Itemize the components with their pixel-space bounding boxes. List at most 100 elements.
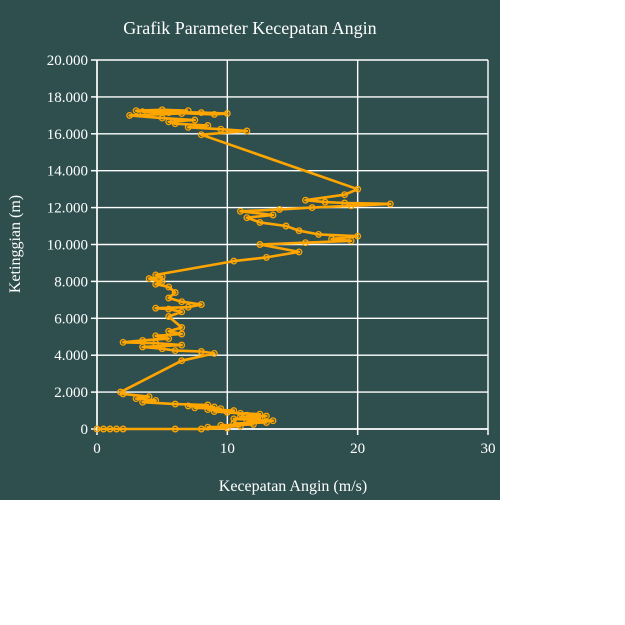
- data-point: [100, 425, 107, 433]
- data-point: [204, 401, 212, 409]
- data-point: [171, 425, 179, 433]
- data-point: [295, 248, 303, 256]
- data-point: [315, 230, 323, 238]
- data-point: [165, 118, 173, 126]
- data-point: [386, 200, 394, 208]
- tick-layer: 0 2.000 4.000 6.000 8.000 10.000 12.000 14.000 1…: [47, 53, 496, 457]
- data-point: [262, 253, 270, 261]
- data-point: [204, 423, 212, 431]
- data-point: [145, 275, 153, 283]
- data-point: [152, 396, 160, 404]
- data-point: [243, 127, 251, 135]
- data-point: [145, 393, 153, 401]
- data-point: [191, 116, 199, 124]
- data-point: [158, 277, 166, 285]
- data-point: [282, 222, 290, 230]
- y-tick-label: 4.000: [54, 348, 88, 364]
- data-point: [210, 403, 218, 411]
- data-point: [354, 185, 362, 193]
- data-point: [243, 214, 251, 222]
- y-tick-label: 6.000: [54, 311, 88, 327]
- y-tick-label: 12.000: [47, 201, 88, 217]
- data-point: [171, 120, 179, 128]
- data-point: [158, 106, 166, 114]
- data-point: [165, 305, 173, 313]
- data-point: [236, 207, 244, 215]
- data-point: [93, 425, 101, 433]
- series-line: [97, 108, 392, 431]
- data-point: [269, 417, 277, 425]
- data-point: [165, 313, 173, 320]
- data-point: [276, 205, 283, 213]
- y-tick-label: 2.000: [54, 385, 88, 401]
- data-point: [354, 232, 362, 240]
- x-tick-label: 0: [93, 441, 101, 457]
- data-point: [178, 324, 186, 331]
- wind-speed-chart: 0 2.000 4.000 6.000 8.000 10.000 12.000 14.000 1…: [7, 18, 496, 495]
- data-point: [197, 301, 205, 308]
- data-point: [165, 109, 173, 117]
- data-point: [328, 235, 336, 243]
- data-point: [204, 406, 212, 414]
- data-point: [302, 196, 309, 204]
- y-axis-label: Ketinggian (m): [7, 195, 24, 293]
- data-point: [230, 415, 238, 423]
- data-point: [302, 239, 309, 247]
- x-axis-label: Kecepatan Angin (m/s): [219, 478, 367, 495]
- chart-title: Grafik Parameter Kecepatan Angin: [123, 18, 376, 38]
- data-point: [171, 400, 179, 408]
- data-point: [347, 237, 355, 245]
- data-point: [119, 425, 127, 433]
- data-point: [256, 414, 264, 422]
- data-point: [230, 257, 238, 265]
- data-point: [139, 108, 147, 116]
- x-tick-label: 30: [481, 441, 496, 457]
- data-point: [165, 327, 173, 335]
- data-point: [347, 202, 355, 210]
- data-point: [152, 332, 160, 340]
- data-point: [132, 107, 140, 115]
- data-point: [171, 289, 179, 296]
- data-point: [165, 294, 173, 302]
- data-point: [341, 199, 349, 207]
- data-point: [197, 348, 205, 355]
- data-point: [158, 114, 166, 122]
- data-point: [262, 419, 270, 426]
- data-point: [178, 308, 186, 316]
- data-point: [106, 425, 114, 433]
- data-point: [178, 357, 186, 365]
- y-tick-label: 20.000: [47, 53, 88, 69]
- data-point: [217, 405, 225, 413]
- data-point: [321, 198, 329, 206]
- data-point: [210, 349, 218, 357]
- x-tick-label: 20: [350, 441, 365, 457]
- data-point: [158, 273, 166, 281]
- y-tick-label: 16.000: [47, 127, 88, 143]
- data-point: [132, 395, 140, 403]
- data-point: [152, 339, 160, 347]
- data-point: [204, 122, 212, 129]
- data-point: [243, 411, 251, 419]
- data-point: [152, 280, 160, 288]
- data-point: [236, 409, 244, 417]
- data-point: [178, 298, 186, 306]
- data-point: [210, 110, 218, 118]
- data-point: [126, 111, 134, 119]
- data-point: [197, 131, 205, 139]
- data-point: [152, 271, 160, 279]
- data-point: [249, 416, 257, 424]
- data-point: [184, 107, 192, 115]
- data-point: [139, 398, 147, 406]
- data-point: [236, 422, 244, 430]
- y-tick-label: 8.000: [54, 274, 88, 290]
- data-point: [243, 418, 251, 426]
- data-point: [178, 341, 186, 349]
- data-point: [119, 338, 127, 346]
- y-tick-label: 10.000: [47, 238, 88, 254]
- data-point: [139, 343, 147, 351]
- data-point: [191, 404, 199, 412]
- data-point: [113, 425, 120, 433]
- y-tick-label: 0: [81, 422, 89, 438]
- data-point: [295, 227, 303, 235]
- x-tick-label: 10: [220, 441, 235, 457]
